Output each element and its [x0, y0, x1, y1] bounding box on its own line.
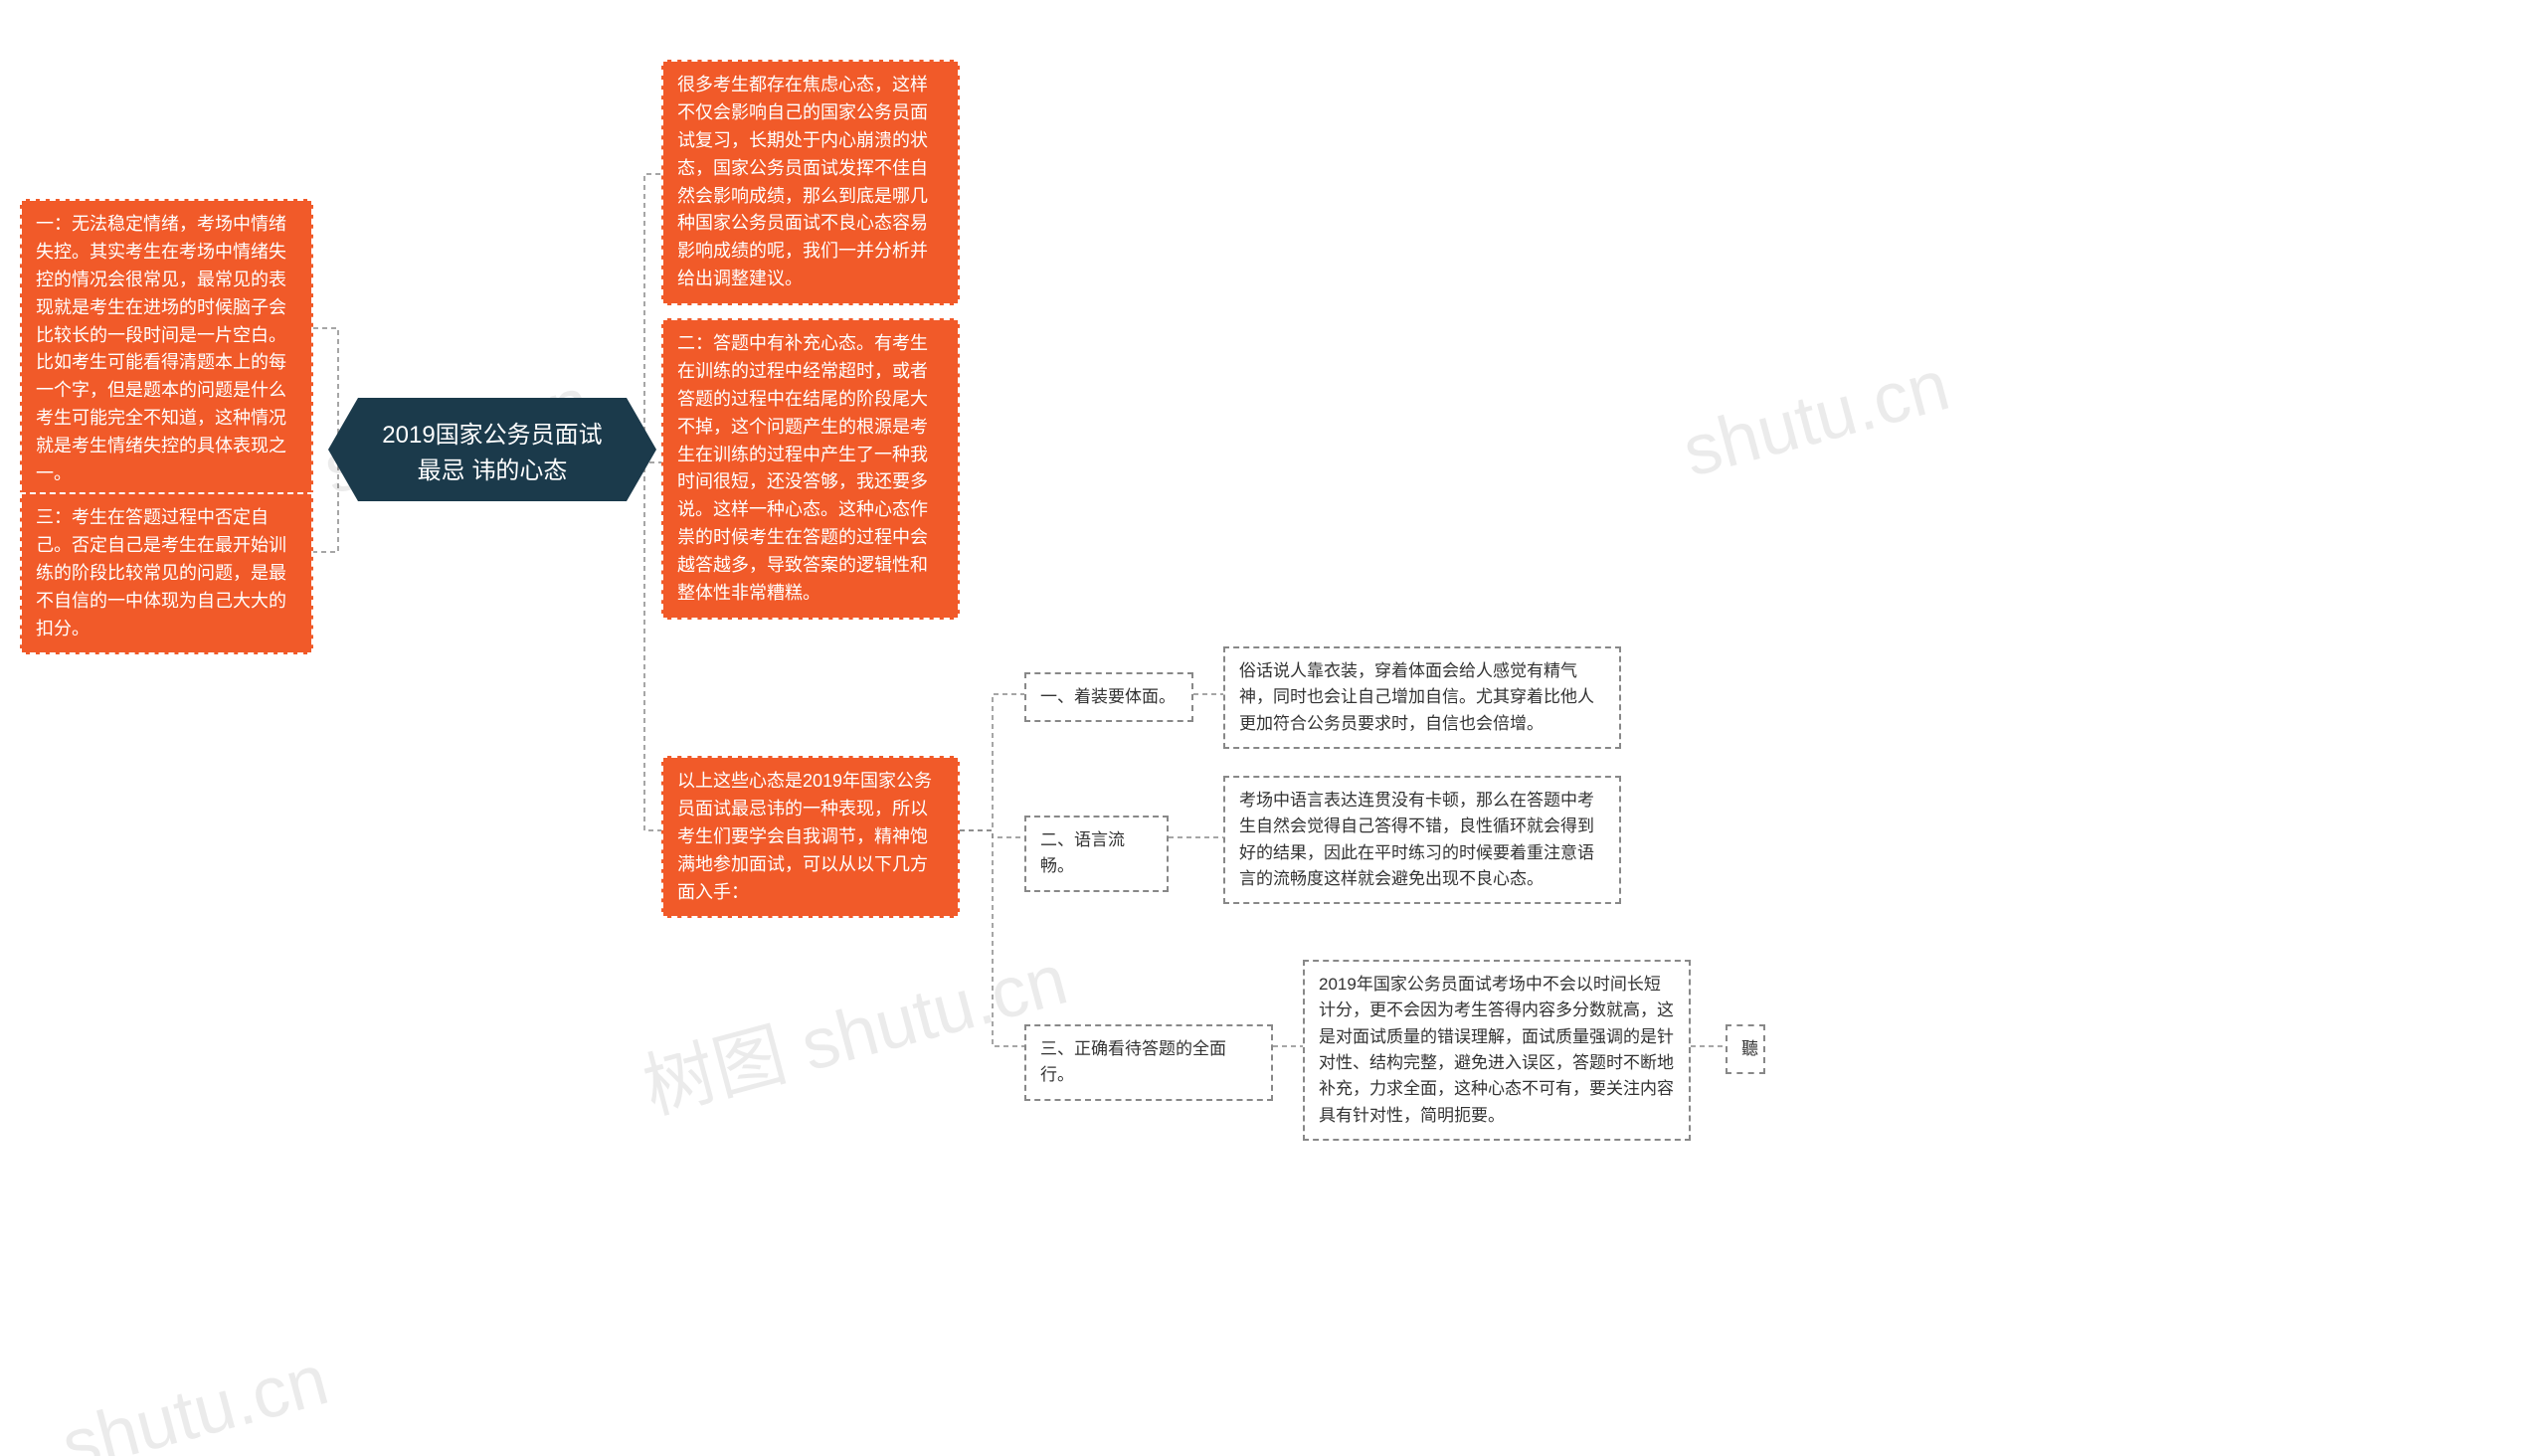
right-node-R3: 以上这些心态是2019年国家公务员面试最忌讳的一种表现，所以考生们要学会自我调节… — [661, 756, 960, 918]
connector — [627, 450, 661, 830]
sub-desc-R3b: 考场中语言表达连贯没有卡顿，那么在答题中考生自然会觉得自己答得不错，良性循环就会… — [1223, 776, 1621, 904]
connector — [960, 694, 1024, 830]
left-node-L2: 三：考生在答题过程中否定自己。否定自己是考生在最开始训练的阶段比较常见的问题，是… — [20, 492, 313, 654]
watermark-2: 树图 shutu.cn — [631, 920, 1077, 1133]
sub-desc-R3a: 俗话说人靠衣装，穿着体面会给人感觉有精气神，同时也会让自己增加自信。尤其穿着比他… — [1223, 646, 1621, 749]
sub-tail-R3c: 聽 — [1726, 1024, 1765, 1074]
left-node-L1: 一：无法稳定情绪，考场中情绪失控。其实考生在考场中情绪失控的情况会很常见，最常见… — [20, 199, 313, 500]
sub-desc-R3c: 2019年国家公务员面试考场中不会以时间长短计分，更不会因为考生答得内容多分数就… — [1303, 960, 1691, 1141]
connector — [960, 830, 1024, 1046]
connector — [960, 830, 1024, 837]
sub-label-R3a: 一、着装要体面。 — [1024, 672, 1193, 722]
sub-label-R3c: 三、正确看待答题的全面行。 — [1024, 1024, 1273, 1101]
watermark-1: shutu.cn — [1675, 344, 1957, 493]
watermark-3: shutu.cn — [54, 1339, 336, 1456]
right-node-R1: 很多考生都存在焦虑心态，这样不仅会影响自己的国家公务员面试复习，长期处于内心崩溃… — [661, 60, 960, 305]
sub-label-R3b: 二、语言流畅。 — [1024, 816, 1169, 892]
center-topic: 2019国家公务员面试最忌 讳的心态 — [358, 398, 627, 501]
right-node-R2: 二：答题中有补充心态。有考生在训练的过程中经常超时，或者答题的过程中在结尾的阶段… — [661, 318, 960, 620]
